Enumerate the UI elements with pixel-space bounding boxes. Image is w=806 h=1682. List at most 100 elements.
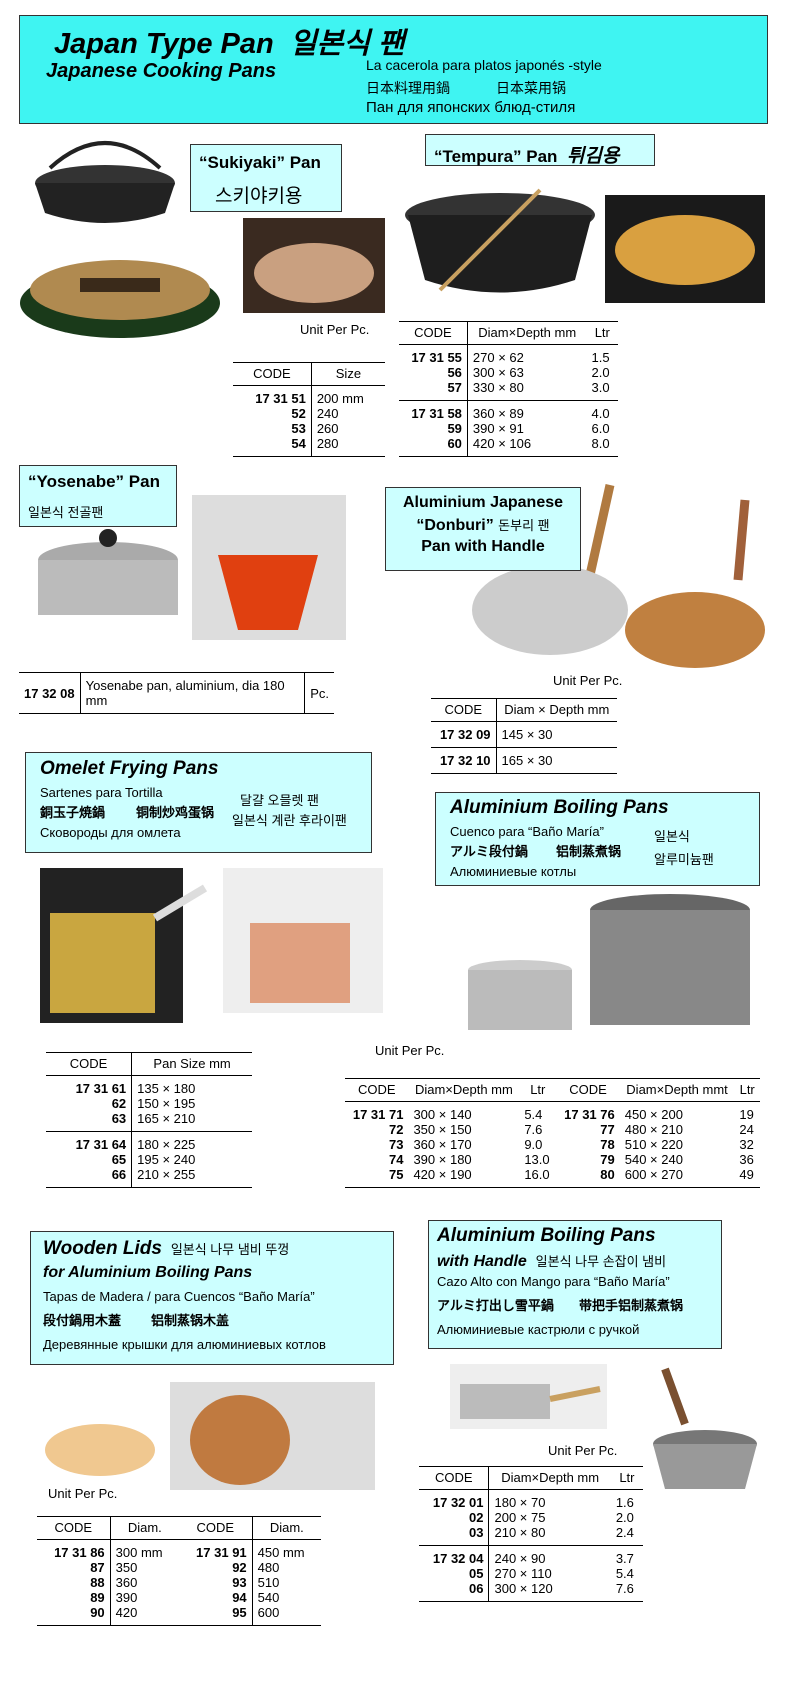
cell: 17 31 61: [46, 1075, 133, 1096]
cell: 72: [388, 1122, 404, 1137]
cell: 17 32 09: [431, 721, 497, 748]
cell: 3.7: [615, 1551, 634, 1566]
line: 带把手铝制蒸煮锅: [579, 1298, 684, 1313]
row: 54 280: [233, 436, 385, 457]
row: 17 32 09 145 × 30: [431, 721, 617, 748]
cell: 390 × 91: [472, 421, 524, 436]
cell: 480 × 210: [624, 1122, 683, 1137]
cell: 300 × 140: [413, 1107, 472, 1122]
cell: 17 31 51: [233, 385, 312, 406]
cell: 420 × 106: [467, 436, 587, 457]
sukiyaki-images: [20, 141, 220, 338]
header-cell: CODE: [431, 698, 497, 722]
cell: 59: [399, 421, 468, 436]
line: Пан для японских блюд-стиля: [366, 99, 576, 116]
title: Aluminium Boiling Pans: [450, 797, 669, 818]
line: アルミ段付鍋: [450, 844, 528, 859]
cell: 92: [178, 1560, 253, 1575]
row: 56 300 × 63 2.0: [399, 365, 618, 380]
row: 65 195 × 240: [46, 1152, 252, 1167]
title-en: Japan Type Pan: [54, 28, 274, 60]
header-cell: Ltr: [586, 321, 618, 345]
cell: 360: [115, 1575, 138, 1590]
boiling-label: Aluminium Boiling Pans Cuenco para “Baño…: [435, 792, 760, 886]
label-en: “Tempura” Pan: [434, 147, 558, 166]
row: 73 360 × 170 9.0 78 510 × 220 32: [345, 1137, 760, 1152]
subtitle-row: with Handle 일본식 나무 손잡이 냄비: [437, 1251, 666, 1271]
row: 05 270 × 110 5.4: [419, 1566, 643, 1581]
cell: 73: [388, 1137, 404, 1152]
cell: 195 × 240: [137, 1152, 196, 1167]
label: “Tempura” Pan 튀김용: [434, 141, 619, 168]
cell: 450 × 200: [624, 1107, 683, 1122]
table: CODE Pan Size mm 17 31 61 135 × 180 62 150 × …: [46, 1052, 252, 1188]
header-cell: Diam×Depth mm: [488, 1466, 611, 1490]
ko: 알루미늄팬: [654, 852, 714, 867]
cell: 06: [419, 1581, 490, 1602]
header-cell: CODE: [345, 1078, 409, 1102]
cell: 17 32 08: [19, 673, 81, 714]
cell: 200 × 75: [494, 1510, 546, 1525]
table: 17 32 08 Yosenabe pan, aluminium, dia 180…: [19, 673, 334, 714]
cell: 89: [37, 1590, 111, 1605]
row: 17 31 86 300 mm 17 31 91 450 mm: [37, 1539, 321, 1560]
line: 日本菜用锅: [496, 80, 566, 96]
unit: Unit Per Pc.: [553, 673, 623, 688]
line: Cazo Alto con Mango para “Baño María”: [437, 1274, 670, 1289]
unit: Unit Per Pc.: [300, 322, 370, 337]
cell: 5.4: [615, 1566, 634, 1581]
line: 돈부리 팬: [498, 518, 550, 533]
donburi-table: CODE Diam × Depth mm 17 32 09 145 × 30 17 32…: [431, 698, 617, 774]
cell: 240: [316, 406, 339, 421]
row: 17 31 61 135 × 180: [46, 1075, 252, 1096]
lids-images: [45, 1382, 375, 1490]
line: Сковороды для омлета: [40, 825, 181, 840]
tempura-images: [405, 188, 765, 303]
line: Деревянные крышки для алюминиевых котлов: [43, 1337, 326, 1352]
cell: 95: [178, 1605, 253, 1626]
header-row: CODE Pan Size mm: [46, 1052, 252, 1076]
cell: 330 × 80: [467, 380, 587, 401]
cell: 8.0: [586, 436, 618, 457]
cell: 49: [734, 1167, 760, 1188]
header-cell: Ltr: [519, 1078, 557, 1102]
unit: Unit Per Pc.: [375, 1043, 445, 1058]
cell: 75: [345, 1167, 409, 1188]
cell: 32: [739, 1137, 754, 1152]
cell: 80: [556, 1167, 620, 1188]
cell: Yosenabe pan, aluminium, dia 180 mm: [80, 673, 306, 714]
cell: 62: [46, 1096, 133, 1111]
cell: 360 × 170: [413, 1137, 472, 1152]
yosenabe-table: 17 32 08 Yosenabe pan, aluminium, dia 180…: [19, 672, 334, 714]
line: Aluminium Japanese: [402, 494, 564, 511]
cell: 17 31 55: [399, 344, 468, 365]
cell: 16.0: [519, 1167, 557, 1188]
cell: 540: [257, 1590, 280, 1605]
cell: 60: [399, 436, 468, 457]
cell: 1.5: [591, 350, 610, 365]
header-row: CODE Diam × Depth mm: [431, 698, 617, 722]
table: CODE Diam×Depth mm Ltr 17 32 01 180 × 70 1.6 0…: [419, 1466, 643, 1602]
cell: 36: [739, 1152, 754, 1167]
cell: 180 × 225: [137, 1137, 196, 1152]
header: Japan Type Pan 일본식 팬 Japanese Cooking Pa…: [19, 15, 768, 124]
cell: 135 × 180: [137, 1081, 196, 1096]
cell: 2.0: [591, 365, 610, 380]
unit: Unit Per Pc.: [48, 1486, 118, 1501]
handle-images: [450, 1364, 757, 1489]
cell: 87: [37, 1560, 111, 1575]
cell: 390 × 180: [413, 1152, 472, 1167]
row: 87 350 92 480: [37, 1560, 321, 1575]
cell: 77: [600, 1122, 615, 1137]
cell: 280: [311, 436, 385, 457]
cell: 78: [600, 1137, 615, 1152]
table: CODE Diam. CODE Diam. 17 31 86 300 mm 17 31 91…: [37, 1516, 321, 1626]
row: 17 32 01 180 × 70 1.6: [419, 1489, 643, 1510]
cell: 360 × 89: [472, 406, 524, 421]
cell: 17 31 86: [37, 1539, 111, 1560]
header-cell: Diam.: [252, 1516, 321, 1540]
cell: 350: [115, 1560, 138, 1575]
title: Omelet Frying Pans: [40, 758, 219, 779]
header-cell: Ltr: [610, 1466, 643, 1490]
line: アルミ打出し雪平鍋: [437, 1298, 554, 1313]
